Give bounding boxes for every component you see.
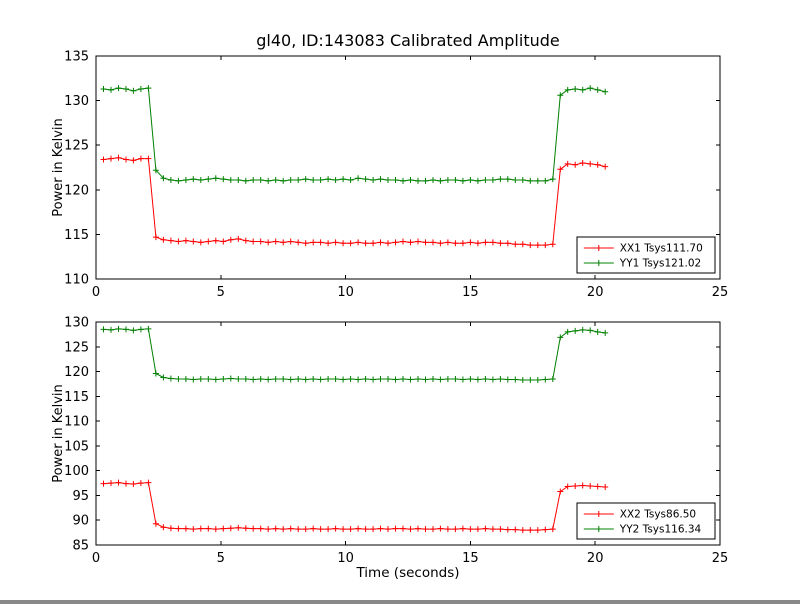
series-line-xx1 xyxy=(103,157,606,246)
y-tick-label: 130 xyxy=(64,94,89,109)
legend-label: XX1 Tsys111.70 xyxy=(620,243,703,255)
legend-label: YY1 Tsys121.02 xyxy=(619,258,701,270)
subplot-1: 0 5 10 15 20 25 110 115 120 125 130 135 Power in Kel… xyxy=(51,31,728,300)
y-tick-label: 85 xyxy=(72,539,89,554)
x-tick-label: 5 xyxy=(217,285,225,300)
legend-box xyxy=(576,236,716,274)
x-tick-label: 10 xyxy=(337,285,354,300)
x-tick-label: 15 xyxy=(462,285,479,300)
y-tick-label: 135 xyxy=(64,50,89,65)
chart-title: gl40, ID:143083 Calibrated Amplitude xyxy=(256,31,559,50)
x-tick-label: 20 xyxy=(587,551,604,566)
series-markers-yy1 xyxy=(100,85,609,184)
series-markers-xx1 xyxy=(100,154,609,249)
x-tick-label: 15 xyxy=(462,551,479,566)
y-axis-label: Power in Kelvin xyxy=(51,384,66,482)
y-tick-label: 105 xyxy=(64,439,89,454)
series-markers-xx2 xyxy=(100,479,609,534)
series-line-xx2 xyxy=(103,482,606,531)
y-tick-label: 100 xyxy=(64,464,89,479)
series-line-yy1 xyxy=(103,87,606,182)
y-tick-label: 110 xyxy=(64,273,89,288)
y-axis-label: Power in Kelvin xyxy=(51,118,66,216)
y-tick-label: 120 xyxy=(64,183,89,198)
axes-frame xyxy=(95,55,721,280)
x-tick-label: 0 xyxy=(92,551,100,566)
legend-label: XX2 Tsys86.50 xyxy=(620,509,696,521)
series-markers-yy2 xyxy=(100,325,609,383)
legend-box xyxy=(576,502,716,540)
axes-frame xyxy=(95,321,721,546)
y-tick-label: 120 xyxy=(64,365,89,380)
x-axis-label: Time (seconds) xyxy=(355,565,459,581)
legend-marker-sample xyxy=(595,511,602,517)
x-tick-label: 25 xyxy=(712,285,729,300)
y-tick-label: 90 xyxy=(72,514,89,529)
x-tick-label: 0 xyxy=(92,285,100,300)
y-tick-label: 110 xyxy=(64,415,89,430)
x-tick-label: 10 xyxy=(337,551,354,566)
y-tick-label: 95 xyxy=(72,489,89,504)
y-tick-label: 130 xyxy=(64,316,89,331)
x-tick-label: 25 xyxy=(712,551,729,566)
legend-marker-sample xyxy=(595,245,602,251)
legend-marker-sample xyxy=(595,260,602,266)
x-tick-label: 20 xyxy=(587,285,604,300)
y-tick-label: 125 xyxy=(64,340,89,355)
x-tick-label: 5 xyxy=(217,551,225,566)
y-tick-label: 115 xyxy=(64,228,89,243)
legend-label: YY2 Tsys116.34 xyxy=(619,524,702,536)
y-tick-label: 115 xyxy=(64,390,89,405)
subplot-2: 0 5 10 15 20 25 85 90 95 100 105 110 115 120 125 130 Pow… xyxy=(51,316,728,582)
series-line-yy2 xyxy=(103,328,606,381)
y-tick-label: 125 xyxy=(64,139,89,154)
legend-marker-sample xyxy=(595,526,602,532)
